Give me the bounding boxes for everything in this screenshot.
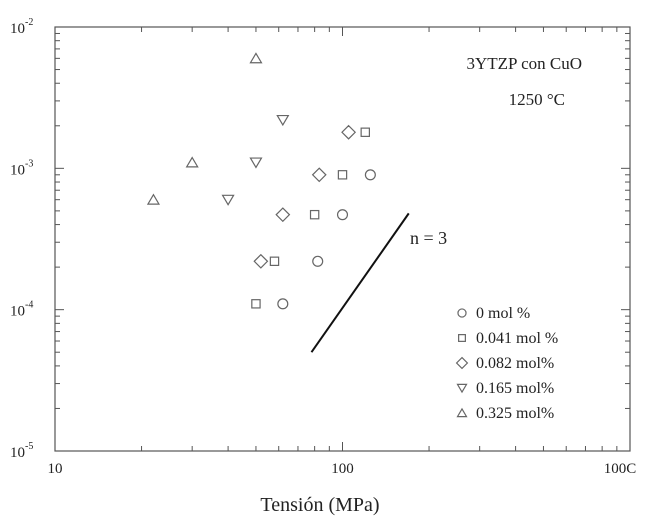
data-point-triangle-up [146, 193, 160, 205]
x-tick-label: 100 [331, 461, 354, 477]
data-point-circle [364, 169, 376, 181]
annotation-line-2: 1250 °C [509, 90, 565, 109]
data-point-square [251, 299, 261, 309]
slope-line [310, 212, 410, 353]
data-point-square [360, 127, 370, 137]
data-point-square [309, 209, 320, 220]
legend-label: 0.325 mol% [476, 405, 554, 422]
data-point-triangle-up [249, 52, 263, 64]
legend-label: 0.041 mol % [476, 330, 558, 347]
data-point-triangle-down [249, 157, 263, 169]
slope-label: n = 3 [410, 228, 447, 248]
data-point-square [337, 170, 348, 180]
legend-marker-triangle-up [456, 407, 468, 418]
axis-ticks [54, 26, 631, 452]
legend-marker-triangle-down [456, 383, 468, 394]
y-tick-label: 10-2 [10, 17, 33, 37]
data-point-diamond [341, 124, 357, 140]
x-axis-title: Tensión (MPa) [260, 494, 379, 516]
data-point-square [269, 256, 280, 266]
x-tick-label: 100C [604, 461, 637, 477]
data-point-circle [336, 209, 349, 221]
y-tick-label: 10-3 [10, 158, 33, 178]
x-tick-labels: 10 100 100C [48, 461, 637, 477]
x-tick-label: 10 [48, 461, 63, 477]
data-point-circle [312, 255, 324, 267]
legend-marker-diamond [455, 356, 469, 370]
data-point-diamond [275, 207, 291, 223]
y-tick-labels: 10-5 10-4 10-3 10-2 [10, 17, 33, 461]
annotation-line-1: 3YTZP con CuO [466, 54, 582, 73]
data-point-diamond [311, 167, 327, 183]
data-point-circle [277, 298, 289, 310]
legend-label: 0.165 mol% [476, 380, 554, 397]
y-tick-label: 10-5 [10, 441, 33, 461]
data-point-triangle-down [221, 194, 235, 206]
legend-marker-square [458, 334, 466, 342]
legend: 0 mol % 0.041 mol % 0.082 mol% 0.165 mol% 0.… [455, 305, 558, 422]
legend-label: 0.082 mol% [476, 355, 554, 372]
y-tick-label: 10-4 [10, 300, 33, 320]
data-point-triangle-up [185, 156, 199, 168]
data-points [146, 52, 376, 310]
legend-marker-circle [457, 308, 467, 318]
data-point-triangle-down [276, 114, 290, 127]
legend-label: 0 mol % [476, 305, 530, 322]
data-point-diamond [253, 253, 269, 269]
